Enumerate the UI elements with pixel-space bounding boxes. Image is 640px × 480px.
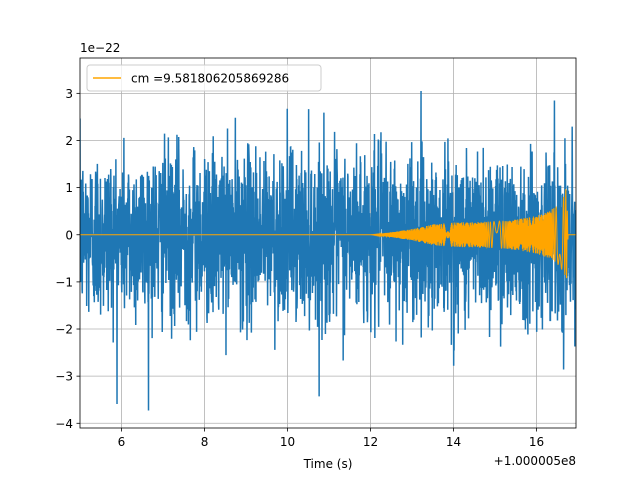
x-tick-label: 8 [201,435,209,449]
y-tick-label: 2 [65,134,73,148]
y-tick-label: −1 [55,275,73,289]
series-chirp-template [80,188,576,279]
plot-frame [79,57,577,429]
legend: cm =9.581806205869286 [86,64,322,92]
x-tick-label: 10 [280,435,295,449]
y-tick-label: −4 [55,417,73,431]
y-tick-label: 1 [65,181,73,195]
legend-label-chirp-template: cm =9.581806205869286 [131,72,289,86]
y-tick-label: 0 [65,228,73,242]
x-tick-label: 16 [529,435,544,449]
x-tick-label: 14 [446,435,461,449]
x-offset-label: +1.000005e8 [494,454,576,468]
legend-box [86,64,322,92]
y-scale-label: 1e−22 [80,41,120,55]
y-tick-label: 3 [65,87,73,101]
y-tick-label: −3 [55,370,73,384]
x-tick-label: 6 [118,435,126,449]
y-tick-label: −2 [55,323,73,337]
x-tick-label: 12 [363,435,378,449]
x-axis-title: Time (s) [303,457,353,471]
series-noise-strain [80,91,576,411]
series-layer [80,91,576,411]
